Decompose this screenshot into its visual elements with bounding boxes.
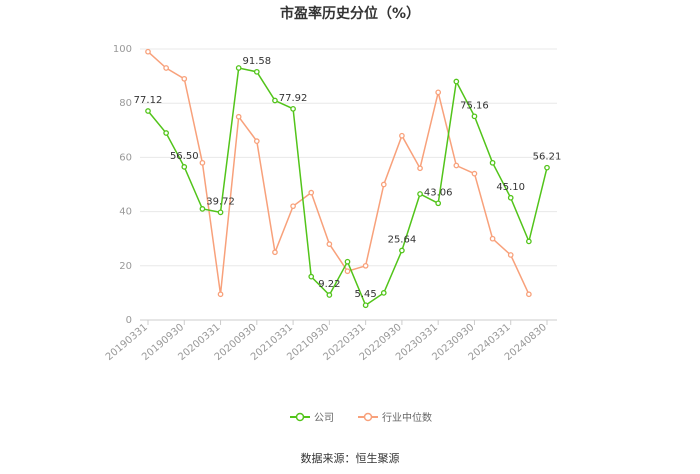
data-point [217,291,224,298]
data-label: 25.64 [388,235,417,246]
data-label: 9.22 [318,279,340,290]
data-point [380,290,387,296]
data-label: 45.10 [496,182,525,193]
legend-item[interactable]: 公司 [290,412,334,424]
y-axis: 0 20 40 60 80 100 [113,44,132,326]
data-point [453,162,460,169]
data-point [199,206,206,212]
legend-item[interactable]: 行业中位数 [358,411,432,424]
data-point [526,238,532,245]
data-point [417,165,423,172]
data-point [471,113,478,120]
data-point [217,209,224,216]
series-line [147,51,530,295]
data-point [145,108,151,114]
y-tick-label: 100 [113,44,132,55]
data-label: 5.45 [355,289,377,300]
data-point [526,291,532,298]
data-point [235,65,242,71]
data-point [344,258,351,265]
legend-label: 行业中位数 [382,411,432,424]
data-point [453,78,460,85]
y-tick-label: 0 [126,315,132,326]
data-point [308,273,315,280]
data-point [399,247,405,254]
chart-title: 市盈率历史分位（%） [280,5,420,22]
data-point [290,203,296,210]
data-label: 77.92 [279,93,308,104]
legend-label: 公司 [314,413,334,424]
data-point [344,268,351,275]
data-point [489,159,496,166]
data-point [362,302,369,309]
y-tick-label: 60 [119,152,132,163]
data-point [507,252,514,258]
data-point [489,235,496,242]
data-labels: 77.12 56.50 39.72 91.58 77.92 9.22 5.45 25.64 43… [134,56,562,300]
x-axis: 2019033120190930202003312020093020210331… [104,320,549,363]
data-point [145,48,151,55]
source-text: 数据来源：恒生聚源 [301,451,400,465]
series-layer [145,48,550,309]
y-tick-label: 40 [119,207,132,218]
data-label: 75.16 [460,100,489,111]
data-label: 77.12 [134,95,163,106]
data-point [272,97,278,104]
data-point [163,65,169,71]
data-label: 39.72 [206,196,235,207]
data-point [399,132,405,139]
y-tick-label: 80 [119,98,132,109]
data-point [326,292,333,298]
data-point [417,191,423,197]
data-point [471,170,478,177]
data-point [199,159,206,166]
data-point [290,105,296,112]
y-tick-label: 20 [119,261,132,272]
data-point [308,189,315,196]
data-label: 56.21 [533,152,562,163]
legend-marker [363,412,373,422]
data-point [235,113,242,120]
data-label: 91.58 [242,56,271,67]
data-point [435,89,442,96]
data-point [253,138,260,144]
data-point [163,130,169,136]
data-point [181,75,188,82]
legend[interactable]: 公司 行业中位数 [290,411,432,424]
data-point [362,262,369,269]
data-point [253,68,260,75]
data-label: 56.50 [170,151,199,162]
data-point [272,249,278,256]
data-point [507,194,514,201]
data-point [380,181,387,188]
data-point [326,241,333,247]
grid-lines [140,48,557,321]
data-point [181,164,188,170]
data-point [544,164,550,171]
data-point [435,200,442,207]
data-label: 43.06 [424,187,453,198]
legend-marker [295,412,305,422]
